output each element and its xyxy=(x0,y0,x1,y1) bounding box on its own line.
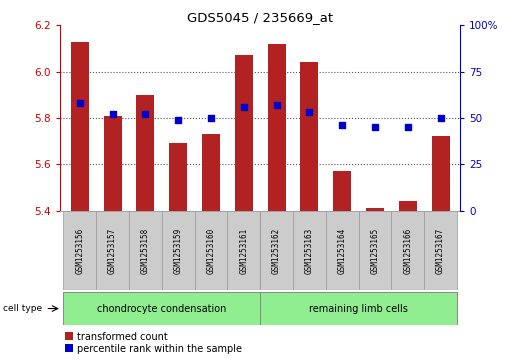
Point xyxy=(240,104,248,110)
Text: GSM1253156: GSM1253156 xyxy=(75,227,84,274)
Point xyxy=(272,102,281,108)
Bar xyxy=(96,211,129,290)
Title: GDS5045 / 235669_at: GDS5045 / 235669_at xyxy=(187,11,333,24)
Text: GSM1253166: GSM1253166 xyxy=(403,227,412,274)
Point xyxy=(436,115,445,121)
Legend: transformed count, percentile rank within the sample: transformed count, percentile rank withi… xyxy=(65,331,242,354)
Bar xyxy=(63,292,260,325)
Bar xyxy=(399,201,417,211)
Bar xyxy=(195,211,228,290)
Point xyxy=(141,111,150,117)
Point xyxy=(207,115,215,121)
Bar xyxy=(169,143,187,211)
Point xyxy=(371,124,379,130)
Text: GSM1253158: GSM1253158 xyxy=(141,227,150,274)
Bar xyxy=(333,171,351,211)
Bar xyxy=(260,292,457,325)
Bar xyxy=(359,211,391,290)
Bar xyxy=(71,42,89,211)
Bar xyxy=(260,211,293,290)
Text: GSM1253159: GSM1253159 xyxy=(174,227,183,274)
Text: GSM1253167: GSM1253167 xyxy=(436,227,445,274)
Bar xyxy=(162,211,195,290)
Bar xyxy=(293,211,326,290)
Text: chondrocyte condensation: chondrocyte condensation xyxy=(97,303,226,314)
Bar xyxy=(366,208,384,211)
Text: GSM1253164: GSM1253164 xyxy=(338,227,347,274)
Text: GSM1253161: GSM1253161 xyxy=(240,227,248,274)
Text: GSM1253160: GSM1253160 xyxy=(207,227,215,274)
Point xyxy=(108,111,117,117)
Bar xyxy=(104,116,122,211)
Bar xyxy=(202,134,220,211)
Text: cell type: cell type xyxy=(3,304,42,313)
Bar xyxy=(424,211,457,290)
Bar xyxy=(228,211,260,290)
Bar xyxy=(137,95,154,211)
Point xyxy=(174,117,183,123)
Text: remaining limb cells: remaining limb cells xyxy=(309,303,408,314)
Bar xyxy=(235,56,253,211)
Bar xyxy=(63,211,96,290)
Text: GSM1253163: GSM1253163 xyxy=(305,227,314,274)
Text: GSM1253162: GSM1253162 xyxy=(272,227,281,274)
Bar xyxy=(268,44,286,211)
Bar xyxy=(391,211,424,290)
Bar xyxy=(129,211,162,290)
Bar xyxy=(300,62,319,211)
Text: GSM1253165: GSM1253165 xyxy=(370,227,380,274)
Point xyxy=(404,124,412,130)
Bar xyxy=(431,136,450,211)
Point xyxy=(76,100,84,106)
Point xyxy=(305,110,314,115)
Point xyxy=(338,122,346,128)
Bar xyxy=(326,211,359,290)
Text: GSM1253157: GSM1253157 xyxy=(108,227,117,274)
